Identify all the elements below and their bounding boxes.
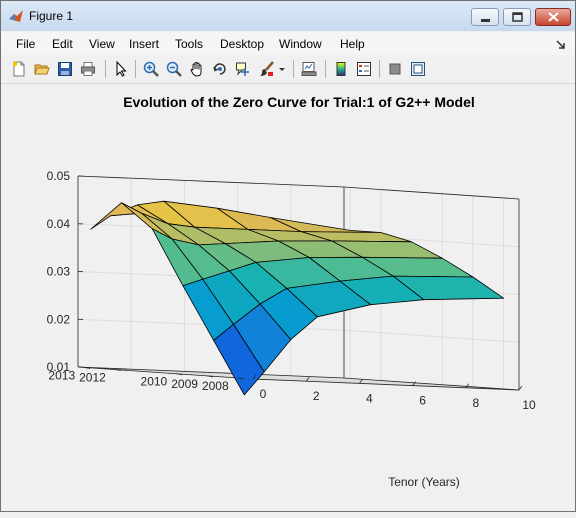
x-tick-label: 2 xyxy=(313,389,320,403)
toolbar-separator xyxy=(293,60,294,78)
save-icon[interactable] xyxy=(57,61,73,77)
window-title: Figure 1 xyxy=(29,9,73,23)
wall-grid-line xyxy=(344,330,519,342)
matlab-logo-icon xyxy=(8,8,24,24)
y-tick-label: 2010 xyxy=(141,375,168,389)
zero-curve-surface[interactable] xyxy=(91,201,504,395)
menu-edit[interactable]: Edit xyxy=(52,37,73,51)
menu-view[interactable]: View xyxy=(89,37,115,51)
show-tools-icon[interactable] xyxy=(410,61,426,77)
rotate-3d-icon[interactable] xyxy=(212,61,228,77)
x-tick-label: 4 xyxy=(366,391,373,405)
menu-window[interactable]: Window xyxy=(279,37,322,51)
zoom-in-icon[interactable] xyxy=(143,61,159,77)
toolbar-separator xyxy=(379,60,380,78)
z-tick-label: 0.04 xyxy=(47,217,71,231)
figure-toolbar xyxy=(1,55,575,84)
maximize-button[interactable] xyxy=(503,8,531,26)
y-tick-label: 2009 xyxy=(171,377,198,391)
title-bar[interactable]: Figure 1 xyxy=(1,1,575,31)
maximize-icon xyxy=(504,9,532,27)
x-tick-label: 6 xyxy=(419,394,426,408)
menu-insert[interactable]: Insert xyxy=(129,37,159,51)
axis-edge xyxy=(344,187,519,199)
dock-arrow-icon[interactable] xyxy=(556,40,566,50)
brush-icon[interactable] xyxy=(259,61,275,77)
menu-file[interactable]: File xyxy=(16,37,35,51)
close-icon xyxy=(536,9,572,27)
pan-hand-icon[interactable] xyxy=(189,61,205,77)
y-tick-label: 2012 xyxy=(79,371,106,385)
chart-title: Evolution of the Zero Curve for Trial:1 … xyxy=(123,94,475,110)
minimize-icon xyxy=(472,9,500,27)
x-axis-label: Tenor (Years) xyxy=(388,475,460,489)
legend-icon[interactable] xyxy=(356,61,372,77)
minimize-button[interactable] xyxy=(471,8,499,26)
menu-help[interactable]: Help xyxy=(340,37,365,51)
open-file-icon[interactable] xyxy=(34,61,50,77)
close-button[interactable] xyxy=(535,8,571,26)
z-tick-label: 0.05 xyxy=(47,169,71,183)
zoom-out-icon[interactable] xyxy=(166,61,182,77)
y-tick-label: 2013 xyxy=(48,368,75,382)
axis-edge xyxy=(78,176,344,187)
hide-tools-icon[interactable] xyxy=(387,61,403,77)
select-arrow-icon[interactable] xyxy=(113,61,129,77)
menu-bar: File Edit View Insert Tools Desktop Wind… xyxy=(1,32,575,55)
colorbar-icon[interactable] xyxy=(333,61,349,77)
new-figure-icon[interactable] xyxy=(11,61,27,77)
menu-desktop[interactable]: Desktop xyxy=(220,37,264,51)
z-tick-label: 0.02 xyxy=(47,312,71,326)
menu-tools[interactable]: Tools xyxy=(175,37,203,51)
data-cursor-icon[interactable] xyxy=(235,61,251,77)
x-tick-label: 10 xyxy=(522,398,536,412)
toolbar-separator xyxy=(135,60,136,78)
x-tick-mark xyxy=(519,386,522,390)
brush-dropdown-icon[interactable] xyxy=(277,61,287,77)
z-tick-label: 0.03 xyxy=(47,265,71,279)
toolbar-separator xyxy=(105,60,106,78)
x-tick-label: 8 xyxy=(472,396,479,410)
toolbar-separator xyxy=(325,60,326,78)
x-tick-label: 0 xyxy=(260,387,267,401)
link-plot-icon[interactable] xyxy=(301,61,317,77)
print-icon[interactable] xyxy=(80,61,96,77)
y-tick-label: 2008 xyxy=(202,379,229,393)
